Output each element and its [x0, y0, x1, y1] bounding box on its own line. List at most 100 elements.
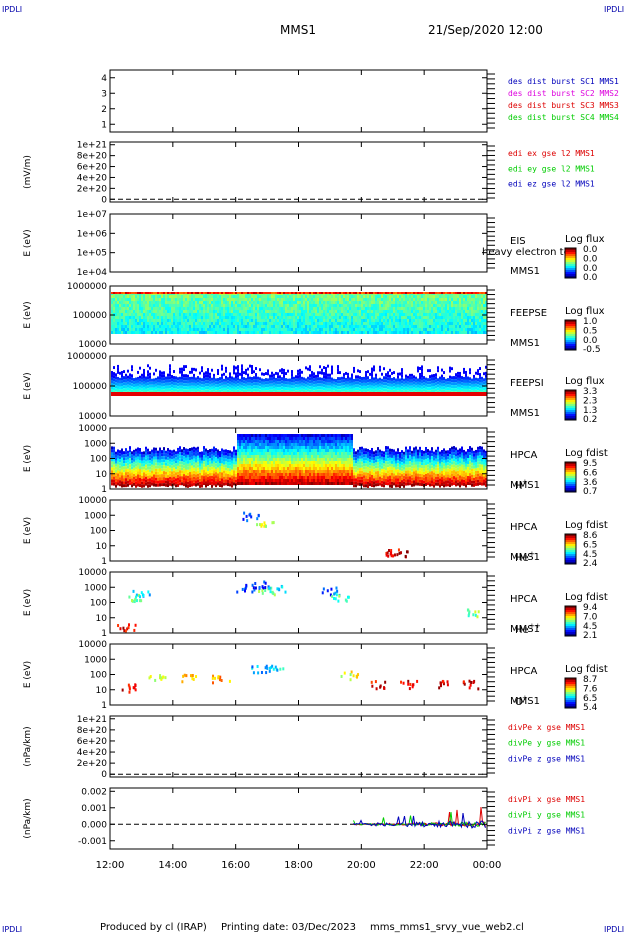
panel-feepse-cell — [269, 331, 271, 334]
panel-feepsi-cell — [455, 388, 457, 392]
panel-feepsi-cell — [343, 392, 345, 396]
panel-feepsi-cell — [405, 368, 407, 372]
panel-feepse-cell — [131, 322, 133, 325]
panel-feepse-cell — [335, 328, 337, 331]
panel-feepse-cell — [453, 322, 455, 325]
panel-feepsi-cell — [429, 392, 431, 396]
panel-feepse-cell — [169, 298, 171, 301]
panel-feepse-cell — [393, 313, 395, 316]
panel-feepsi-cell — [143, 374, 145, 378]
panel-feepse-cell — [213, 295, 215, 298]
panel-feepse-cell — [359, 307, 361, 310]
panel-feepse-cell — [321, 322, 323, 325]
panel-feepsi-cell — [169, 370, 171, 374]
panel-feepse-cell — [347, 298, 349, 301]
panel-feepse-cell — [287, 304, 289, 307]
panel-feepse-cell — [355, 310, 357, 313]
panel-feepse-cell — [355, 319, 357, 322]
panel-feepsi-cell — [327, 388, 329, 392]
panel-feepsi-cell — [393, 383, 395, 387]
panel-feepsi-cell — [227, 383, 229, 387]
panel-feepsi-cell — [267, 384, 269, 388]
panel-feepsi-cell — [219, 380, 221, 384]
panel-feepse-cell — [453, 310, 455, 313]
panel-feepse-cell — [339, 316, 341, 319]
panel-feepse-cell — [151, 316, 153, 319]
panel-feepse-cell — [417, 301, 419, 304]
panel-feepsi-cell — [343, 379, 345, 383]
panel-feepsi-cell — [245, 389, 247, 393]
panel-feepsi-cell — [445, 387, 447, 391]
panel-feepsi-cell — [123, 376, 125, 380]
panel-feepsi-cell — [451, 376, 453, 380]
panel-feepse-cell — [475, 331, 477, 334]
panel-feepsi-cell — [187, 374, 189, 378]
panel-feepse-cell — [187, 301, 189, 304]
panel-feepsi-cell — [485, 368, 487, 372]
panel-feepse-cell — [447, 322, 449, 325]
panel-feepse-cell — [369, 331, 371, 334]
panel-des-legend-entry: des dist burst SC1 MMS1 — [508, 77, 619, 86]
panel-feepse-cell — [479, 316, 481, 319]
panel-feepsi-cell — [367, 385, 369, 389]
panel-feepsi-cell — [295, 375, 297, 379]
panel-feepse-ytick-label: 10000 — [78, 340, 107, 350]
panel-feepse-cell — [313, 316, 315, 319]
panel-feepse-cell — [241, 313, 243, 316]
panel-hpca-h-cell — [127, 450, 129, 454]
panel-feepse-cell — [221, 298, 223, 301]
panel-feepse-cell — [279, 298, 281, 301]
panel-feepsi-cell — [413, 381, 415, 385]
panel-feepse-cell — [467, 310, 469, 313]
panel-hpca-h-cell — [121, 478, 123, 482]
panel-feepse-cell — [141, 295, 143, 298]
panel-feepsi-cell — [429, 369, 431, 373]
panel-hpca-h-cell — [121, 475, 123, 479]
panel-feepse-cell — [425, 304, 427, 307]
panel-feepse-cell — [245, 295, 247, 298]
panel-feepse-cell — [205, 295, 207, 298]
panel-feepse-cell — [287, 292, 289, 294]
panel-feepse-cell — [235, 292, 237, 294]
panel-feepse-cell — [345, 331, 347, 334]
panel-feepse-cell — [435, 298, 437, 301]
panel-feepse-cell — [155, 304, 157, 307]
panel-feepse-cell — [241, 310, 243, 313]
panel-feepse-cell — [367, 322, 369, 325]
panel-feepse-cell — [155, 325, 157, 328]
panel-feepsi-cell — [413, 369, 415, 373]
panel-feepse-cell — [365, 316, 367, 319]
panel-feepse-cell — [203, 325, 205, 328]
panel-feepse-spectrogram — [111, 292, 487, 334]
panel-feepsi-cell — [223, 372, 225, 376]
panel-feepse-cell — [473, 319, 475, 322]
panel-hpca-h-cell — [113, 476, 115, 480]
panel-feepse-cell — [191, 307, 193, 310]
panel-feepsi-cell — [243, 374, 245, 378]
panel-feepse-cell — [115, 316, 117, 319]
panel-feepsi-cell — [461, 376, 463, 380]
panel-feepse-cell — [215, 325, 217, 328]
panel-feepsi-cell — [131, 377, 133, 381]
panel-feepsi-cell — [357, 369, 359, 373]
panel-feepsi-cell — [279, 369, 281, 373]
panel-feepse-cell — [313, 331, 315, 334]
panel-feepse-cell — [151, 295, 153, 298]
panel-feepse-cell — [377, 298, 379, 301]
panel-feepsi-cell — [391, 377, 393, 381]
panel-feepse-cell — [363, 304, 365, 307]
panel-feepse-cell — [201, 310, 203, 313]
panel-feepse-cell — [221, 313, 223, 316]
panel-feepse-cell — [435, 322, 437, 325]
panel-feepse-cell — [435, 325, 437, 328]
panel-feepse-cell — [379, 307, 381, 310]
panel-feepse-ytick-label: 1000000 — [67, 282, 107, 292]
panel-feepse-cell — [195, 292, 197, 294]
panel-feepsi-cell — [237, 368, 239, 372]
panel-feepse-cell — [255, 322, 257, 325]
panel-feepsi-cell — [247, 364, 249, 368]
panel-feepse-cell — [383, 304, 385, 307]
panel-feepse-cell — [131, 313, 133, 316]
panel-feepsi-cell — [483, 387, 485, 391]
panel-feepse-cell — [345, 307, 347, 310]
